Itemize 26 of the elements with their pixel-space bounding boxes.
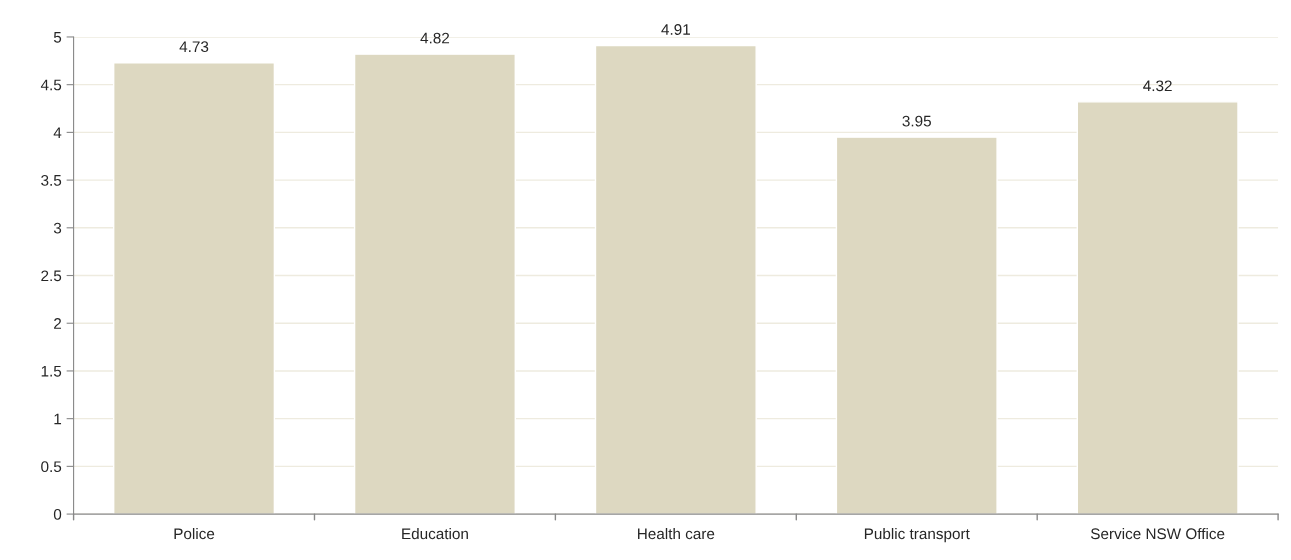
y-tick-label: 1 [54,413,62,425]
bar [113,62,276,515]
bar [1076,101,1239,515]
x-tick-label: Police [174,527,215,540]
y-tick-label: 1.5 [41,365,62,377]
x-tick-label: Service NSW Office [1090,527,1225,540]
y-tick-label: 4.5 [40,79,62,91]
y-tick-label: 0 [53,508,62,520]
y-tick-label: 2 [54,318,62,329]
bar [835,136,998,515]
y-tick-label: 4 [53,127,62,138]
y-tick-label: 5 [53,31,62,43]
data-label: 4.32 [1143,80,1172,92]
data-label: 4.73 [179,41,209,53]
data-label: 4.91 [661,24,690,35]
y-tick-label: 2.5 [41,270,62,282]
x-tick-label: Public transport [864,527,970,543]
bar [594,44,757,515]
y-tick-label: 3.5 [41,174,62,186]
data-label: 3.95 [902,115,931,127]
data-label: 4.82 [420,32,450,44]
x-tick-label: Health care [638,527,715,540]
bar [353,53,516,515]
y-tick-label: 0.5 [41,461,62,473]
x-tick-label: Education [402,527,468,540]
y-tick-label: 3 [53,222,62,234]
